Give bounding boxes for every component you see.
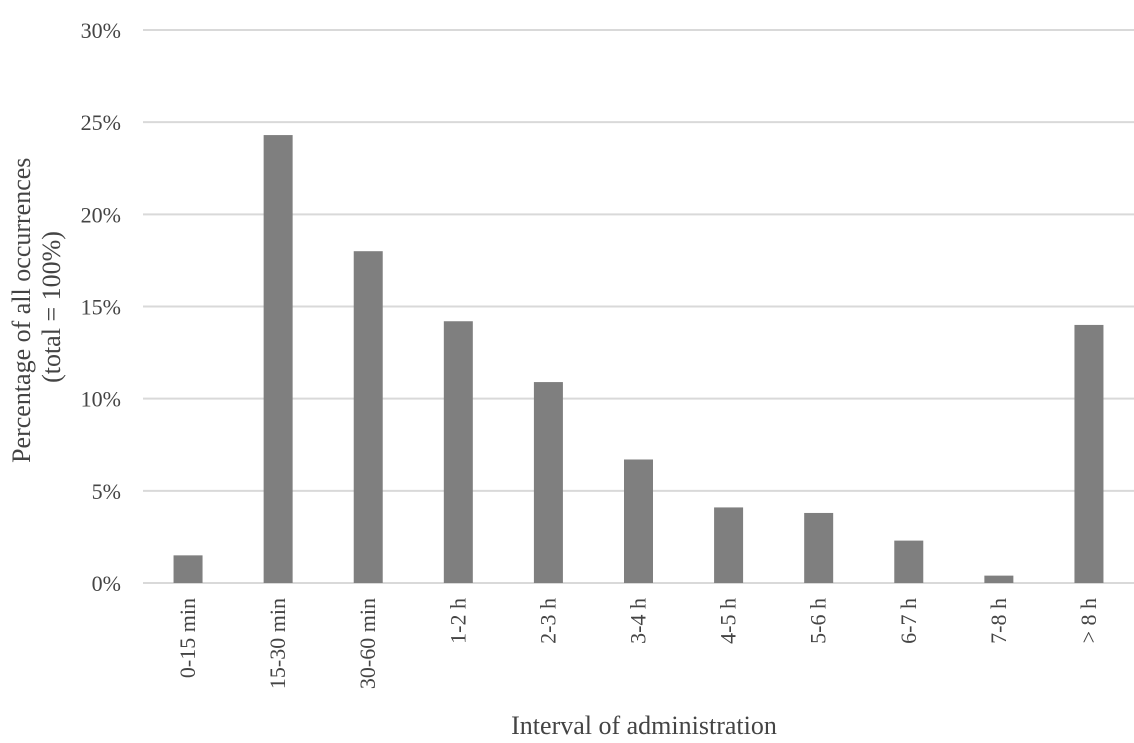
y-tick-label: 25% bbox=[81, 110, 121, 135]
bar bbox=[714, 507, 744, 583]
x-axis-ticks: 0-15 min 15-30 min 30-60 min 1-2 h 2-3 h 3-4 … bbox=[175, 598, 1101, 689]
bars bbox=[173, 135, 1104, 583]
bar bbox=[804, 512, 834, 583]
x-tick-label: 30-60 min bbox=[355, 598, 380, 689]
x-axis-title: Interval of administration bbox=[511, 711, 777, 738]
x-tick-label: 5-6 h bbox=[806, 598, 831, 644]
x-tick-label: 3-4 h bbox=[626, 598, 651, 644]
x-tick-label: 0-15 min bbox=[175, 598, 200, 678]
bar bbox=[984, 575, 1014, 583]
y-axis-title-line-2: (total = 100%) bbox=[37, 231, 66, 383]
bar bbox=[173, 555, 203, 583]
x-tick-label: 6-7 h bbox=[896, 598, 921, 644]
bar bbox=[353, 251, 383, 583]
x-tick-label: 4-5 h bbox=[716, 598, 741, 644]
grid-lines bbox=[143, 29, 1134, 584]
x-tick-label: 1-2 h bbox=[445, 598, 470, 644]
y-tick-label: 5% bbox=[92, 479, 121, 504]
x-tick-label: 15-30 min bbox=[265, 598, 290, 689]
y-tick-label: 20% bbox=[81, 202, 121, 227]
y-axis-title: Percentage of all occurrences (total = 1… bbox=[7, 151, 66, 463]
bar bbox=[1074, 324, 1104, 583]
bar bbox=[894, 540, 924, 583]
bar bbox=[624, 459, 653, 583]
y-tick-label: 30% bbox=[81, 18, 121, 43]
bar bbox=[263, 135, 293, 583]
y-tick-label: 10% bbox=[81, 387, 121, 412]
y-axis-ticks: 0% 5% 10% 15% 20% 25% 30% bbox=[81, 18, 121, 596]
bar bbox=[533, 382, 563, 583]
y-tick-label: 15% bbox=[81, 295, 121, 320]
x-tick-label: 7-8 h bbox=[986, 598, 1011, 644]
y-tick-label: 0% bbox=[92, 571, 121, 596]
bar bbox=[443, 321, 473, 583]
x-tick-label: > 8 h bbox=[1076, 598, 1101, 643]
x-tick-label: 2-3 h bbox=[535, 598, 560, 644]
y-axis-title-line-1: Percentage of all occurrences bbox=[7, 158, 36, 463]
